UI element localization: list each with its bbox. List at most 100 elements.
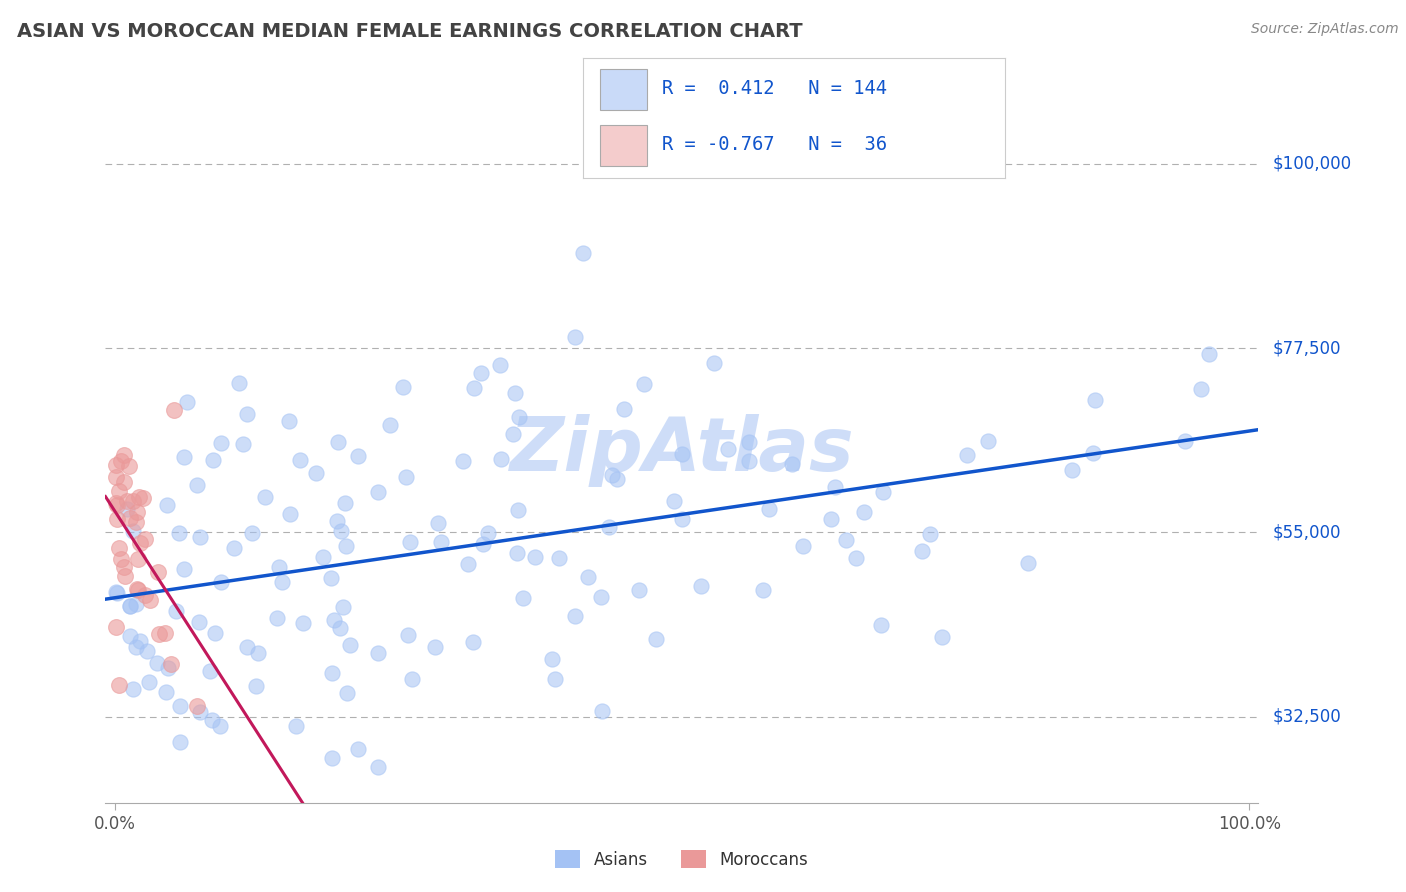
- Point: [240, 525, 263, 540]
- Point: [792, 540, 814, 554]
- Point: [644, 632, 666, 646]
- Point: [132, 491, 155, 505]
- Point: [508, 502, 530, 516]
- Point: [332, 600, 354, 615]
- Point: [319, 571, 342, 585]
- Point: [204, 626, 226, 640]
- Text: ASIAN VS MOROCCAN MEDIAN FEMALE EARNINGS CORRELATION CHART: ASIAN VS MOROCCAN MEDIAN FEMALE EARNINGS…: [17, 22, 803, 41]
- Point: [165, 605, 187, 619]
- Point: [463, 381, 485, 395]
- Point: [470, 366, 492, 380]
- Point: [956, 448, 979, 462]
- Point: [169, 735, 191, 749]
- Point: [571, 245, 593, 260]
- Point: [451, 454, 474, 468]
- Point: [633, 377, 655, 392]
- Point: [820, 512, 842, 526]
- Point: [502, 427, 524, 442]
- Text: Source: ZipAtlas.com: Source: ZipAtlas.com: [1251, 22, 1399, 37]
- Text: ZipAtlas: ZipAtlas: [509, 414, 855, 487]
- Point: [209, 575, 232, 590]
- Point: [752, 583, 775, 598]
- Point: [105, 458, 128, 472]
- Point: [671, 447, 693, 461]
- Point: [564, 330, 586, 344]
- Point: [173, 450, 195, 465]
- Point: [423, 640, 446, 654]
- Point: [246, 646, 269, 660]
- Point: [333, 495, 356, 509]
- Point: [323, 613, 346, 627]
- Point: [160, 657, 183, 671]
- FancyBboxPatch shape: [600, 126, 647, 166]
- Point: [910, 544, 932, 558]
- Point: [134, 588, 156, 602]
- Point: [169, 699, 191, 714]
- Point: [110, 551, 132, 566]
- Point: [430, 535, 453, 549]
- Point: [321, 751, 343, 765]
- Text: $32,500: $32,500: [1272, 707, 1341, 726]
- Point: [104, 584, 127, 599]
- Point: [491, 451, 513, 466]
- Point: [125, 515, 148, 529]
- Point: [209, 435, 232, 450]
- Point: [977, 434, 1000, 448]
- Point: [108, 541, 131, 556]
- Point: [288, 452, 311, 467]
- Point: [155, 685, 177, 699]
- Point: [153, 625, 176, 640]
- Point: [1018, 557, 1040, 571]
- Text: $77,500: $77,500: [1272, 339, 1341, 357]
- Point: [110, 454, 132, 468]
- Point: [127, 552, 149, 566]
- Point: [1174, 434, 1197, 449]
- Point: [627, 583, 650, 598]
- Point: [690, 579, 713, 593]
- Point: [852, 505, 875, 519]
- Point: [139, 592, 162, 607]
- Point: [872, 485, 894, 500]
- Point: [148, 627, 170, 641]
- Point: [112, 475, 135, 490]
- Point: [228, 376, 250, 390]
- FancyBboxPatch shape: [600, 69, 647, 110]
- Point: [114, 569, 136, 583]
- Point: [378, 417, 401, 432]
- Point: [512, 591, 534, 605]
- Point: [523, 550, 546, 565]
- Point: [266, 611, 288, 625]
- Point: [105, 498, 128, 512]
- Point: [367, 646, 389, 660]
- Point: [138, 674, 160, 689]
- Point: [118, 599, 141, 613]
- Legend: Asians, Moroccans: Asians, Moroccans: [548, 844, 815, 876]
- Point: [330, 524, 353, 538]
- Point: [163, 403, 186, 417]
- Text: R =  0.412   N = 144: R = 0.412 N = 144: [662, 79, 887, 98]
- Point: [269, 560, 291, 574]
- Point: [118, 459, 141, 474]
- Point: [148, 565, 170, 579]
- Point: [112, 449, 135, 463]
- Point: [198, 664, 221, 678]
- Point: [1198, 347, 1220, 361]
- Point: [114, 560, 136, 574]
- Point: [780, 457, 803, 471]
- Point: [278, 414, 301, 428]
- Point: [508, 410, 530, 425]
- Point: [671, 512, 693, 526]
- Point: [232, 437, 254, 451]
- Point: [326, 515, 349, 529]
- Point: [339, 638, 361, 652]
- Point: [758, 502, 780, 516]
- Point: [108, 483, 131, 498]
- Point: [489, 358, 512, 372]
- Point: [186, 698, 208, 713]
- Point: [209, 719, 232, 733]
- Point: [367, 760, 389, 774]
- Point: [717, 442, 740, 456]
- Point: [737, 435, 759, 450]
- Point: [236, 640, 259, 655]
- Point: [845, 551, 868, 566]
